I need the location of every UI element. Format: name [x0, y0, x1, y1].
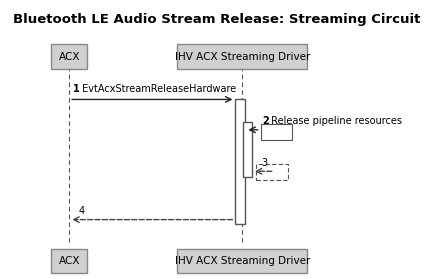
Text: 1: 1 [73, 84, 80, 94]
Text: Bluetooth LE Audio Stream Release: Streaming Circuit: Bluetooth LE Audio Stream Release: Strea… [13, 13, 421, 26]
Bar [51, 44, 87, 69]
Text: ACX: ACX [59, 52, 80, 62]
Bar [256, 164, 288, 181]
Text: Release pipeline resources: Release pipeline resources [268, 116, 402, 126]
Bar [260, 124, 292, 140]
Bar [178, 249, 307, 273]
Text: IHV ACX Streaming Driver: IHV ACX Streaming Driver [174, 52, 310, 62]
Text: 2: 2 [262, 116, 269, 126]
Bar [178, 44, 307, 69]
Bar [243, 122, 252, 177]
Bar [235, 99, 246, 224]
Text: ACX: ACX [59, 256, 80, 266]
Text: EvtAcxStreamReleaseHardware: EvtAcxStreamReleaseHardware [79, 84, 236, 94]
Text: 4: 4 [78, 206, 85, 216]
Text: 3: 3 [261, 158, 267, 168]
Text: IHV ACX Streaming Driver: IHV ACX Streaming Driver [174, 256, 310, 266]
Bar [51, 249, 87, 273]
